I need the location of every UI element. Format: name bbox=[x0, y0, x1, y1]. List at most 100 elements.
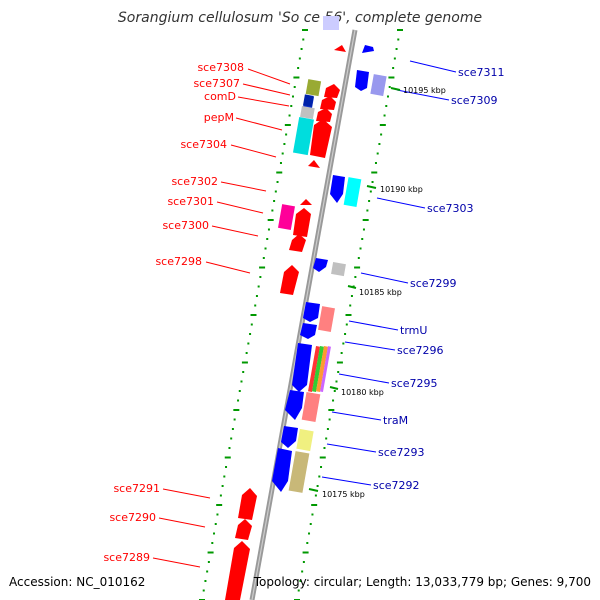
gene-top-red[interactable] bbox=[334, 45, 346, 52]
gene-red-e[interactable] bbox=[308, 160, 320, 168]
tick-dot bbox=[204, 580, 207, 582]
gene-red-d[interactable] bbox=[310, 119, 332, 158]
gene-sce7293[interactable] bbox=[281, 426, 298, 448]
tick-dot bbox=[291, 95, 294, 98]
gene-sce7296[interactable] bbox=[292, 343, 312, 392]
label-comD: comD bbox=[204, 90, 236, 103]
tick-dot bbox=[328, 418, 331, 421]
gene-sce7292[interactable] bbox=[272, 448, 292, 492]
tick-dot bbox=[241, 361, 248, 364]
tick-dot bbox=[342, 342, 345, 345]
tick-dot bbox=[314, 494, 317, 497]
genome-summary-text: Topology: circular; Length: 13,033,779 b… bbox=[253, 575, 591, 589]
gene-sce7289[interactable] bbox=[225, 541, 250, 600]
tick-dot bbox=[281, 152, 284, 155]
genome-backbone-inner bbox=[251, 29, 356, 600]
gene-sce7296-multicolor-b[interactable] bbox=[312, 346, 324, 392]
tick-dot bbox=[328, 409, 335, 411]
gene-sce7308-olive[interactable] bbox=[305, 79, 322, 97]
tick-dot bbox=[266, 238, 269, 240]
tick-dot bbox=[224, 456, 231, 459]
left-gene-labels: sce7308 sce7307 comD pepM sce7304 sce730… bbox=[103, 61, 244, 564]
label-traM: traM bbox=[383, 414, 408, 427]
gene-top-lavender[interactable] bbox=[323, 16, 339, 30]
tick-dot bbox=[336, 361, 343, 364]
tick-dot bbox=[350, 295, 353, 297]
tick-dot bbox=[255, 295, 258, 297]
gene-trmU-pink[interactable] bbox=[318, 306, 335, 333]
tick-dot bbox=[392, 67, 395, 69]
tick-dot bbox=[397, 29, 403, 31]
gene-red-b[interactable] bbox=[320, 96, 336, 110]
label-sce7295: sce7295 bbox=[391, 377, 438, 390]
gene-red-i[interactable] bbox=[280, 265, 299, 295]
tick-dot bbox=[267, 228, 270, 231]
gene-sce7299-grey[interactable] bbox=[331, 262, 346, 277]
gene-red-h[interactable] bbox=[289, 234, 306, 252]
gene-sce7296-multicolor-a[interactable] bbox=[308, 346, 320, 392]
tick-dot bbox=[386, 95, 389, 98]
tick-dot bbox=[311, 504, 318, 506]
gene-sce7290[interactable] bbox=[235, 519, 252, 540]
tick-dot bbox=[276, 171, 283, 174]
gene-sce7309[interactable] bbox=[355, 70, 369, 91]
tick-dot bbox=[320, 466, 323, 468]
gene-sce7307-darkblue[interactable] bbox=[303, 94, 314, 107]
tick-dot bbox=[293, 76, 300, 79]
gene-sce7301-magenta[interactable] bbox=[278, 204, 295, 231]
tick-dot bbox=[397, 38, 400, 41]
tick-dot bbox=[228, 447, 231, 449]
tick-dot bbox=[368, 200, 371, 202]
gene-red-c[interactable] bbox=[316, 108, 332, 122]
tick-dot bbox=[318, 475, 321, 478]
gene-sce7296-multicolor-d[interactable] bbox=[320, 346, 331, 392]
tick-dot bbox=[371, 171, 378, 174]
gene-sce7299[interactable] bbox=[313, 258, 328, 272]
tick-dot bbox=[369, 190, 372, 193]
tick-dot bbox=[362, 228, 365, 231]
tick-dot bbox=[366, 209, 369, 212]
label-sce7292: sce7292 bbox=[373, 479, 420, 492]
tick-dot bbox=[378, 143, 381, 145]
gene-red-g[interactable] bbox=[293, 208, 311, 237]
tick-dot bbox=[247, 342, 250, 345]
tick-dot bbox=[297, 589, 300, 592]
gene-comD-grey[interactable] bbox=[300, 106, 315, 120]
tick-dot bbox=[311, 513, 314, 516]
gene-sce7296-multicolor-c[interactable] bbox=[316, 346, 328, 392]
tick-dot bbox=[225, 466, 228, 468]
tick-dot bbox=[274, 190, 277, 193]
gene-sce7311[interactable] bbox=[362, 45, 374, 53]
gene-sce7309-lavender[interactable] bbox=[370, 74, 387, 97]
gene-sce7303[interactable] bbox=[330, 175, 345, 203]
label-sce7302: sce7302 bbox=[171, 175, 218, 188]
tick-dot bbox=[237, 399, 240, 402]
gene-red-a[interactable] bbox=[324, 84, 340, 98]
gene-sce7292-khaki[interactable] bbox=[288, 451, 310, 493]
gene-pepM-cyan[interactable] bbox=[292, 117, 315, 156]
tick-dot bbox=[240, 380, 243, 383]
gene-sce7293-yellow[interactable] bbox=[296, 428, 314, 452]
tick-dot bbox=[216, 504, 223, 506]
label-sce7304: sce7304 bbox=[180, 138, 227, 151]
tick-dot bbox=[395, 48, 398, 50]
tick-dot bbox=[206, 570, 209, 573]
tick-dot bbox=[361, 238, 364, 240]
tick-dot bbox=[259, 266, 266, 269]
tick-dot bbox=[344, 333, 347, 335]
tick-dot bbox=[257, 285, 260, 288]
tick-dot bbox=[285, 133, 288, 136]
tick-dot bbox=[219, 494, 222, 497]
gene-unnamed-small[interactable] bbox=[300, 323, 317, 339]
gene-sce7291[interactable] bbox=[238, 488, 257, 520]
tick-dot bbox=[302, 29, 308, 31]
tick-dot bbox=[230, 437, 233, 440]
tick-dot bbox=[349, 304, 352, 307]
gene-sce7295[interactable] bbox=[285, 390, 304, 420]
gene-traM-pink[interactable] bbox=[301, 391, 321, 423]
label-pepM: pepM bbox=[204, 111, 234, 124]
scale-10175: 10175 kbp bbox=[322, 490, 365, 499]
gene-trmU[interactable] bbox=[303, 302, 320, 322]
gene-red-f[interactable] bbox=[300, 199, 312, 205]
gene-sce7303-cyan[interactable] bbox=[343, 177, 362, 208]
